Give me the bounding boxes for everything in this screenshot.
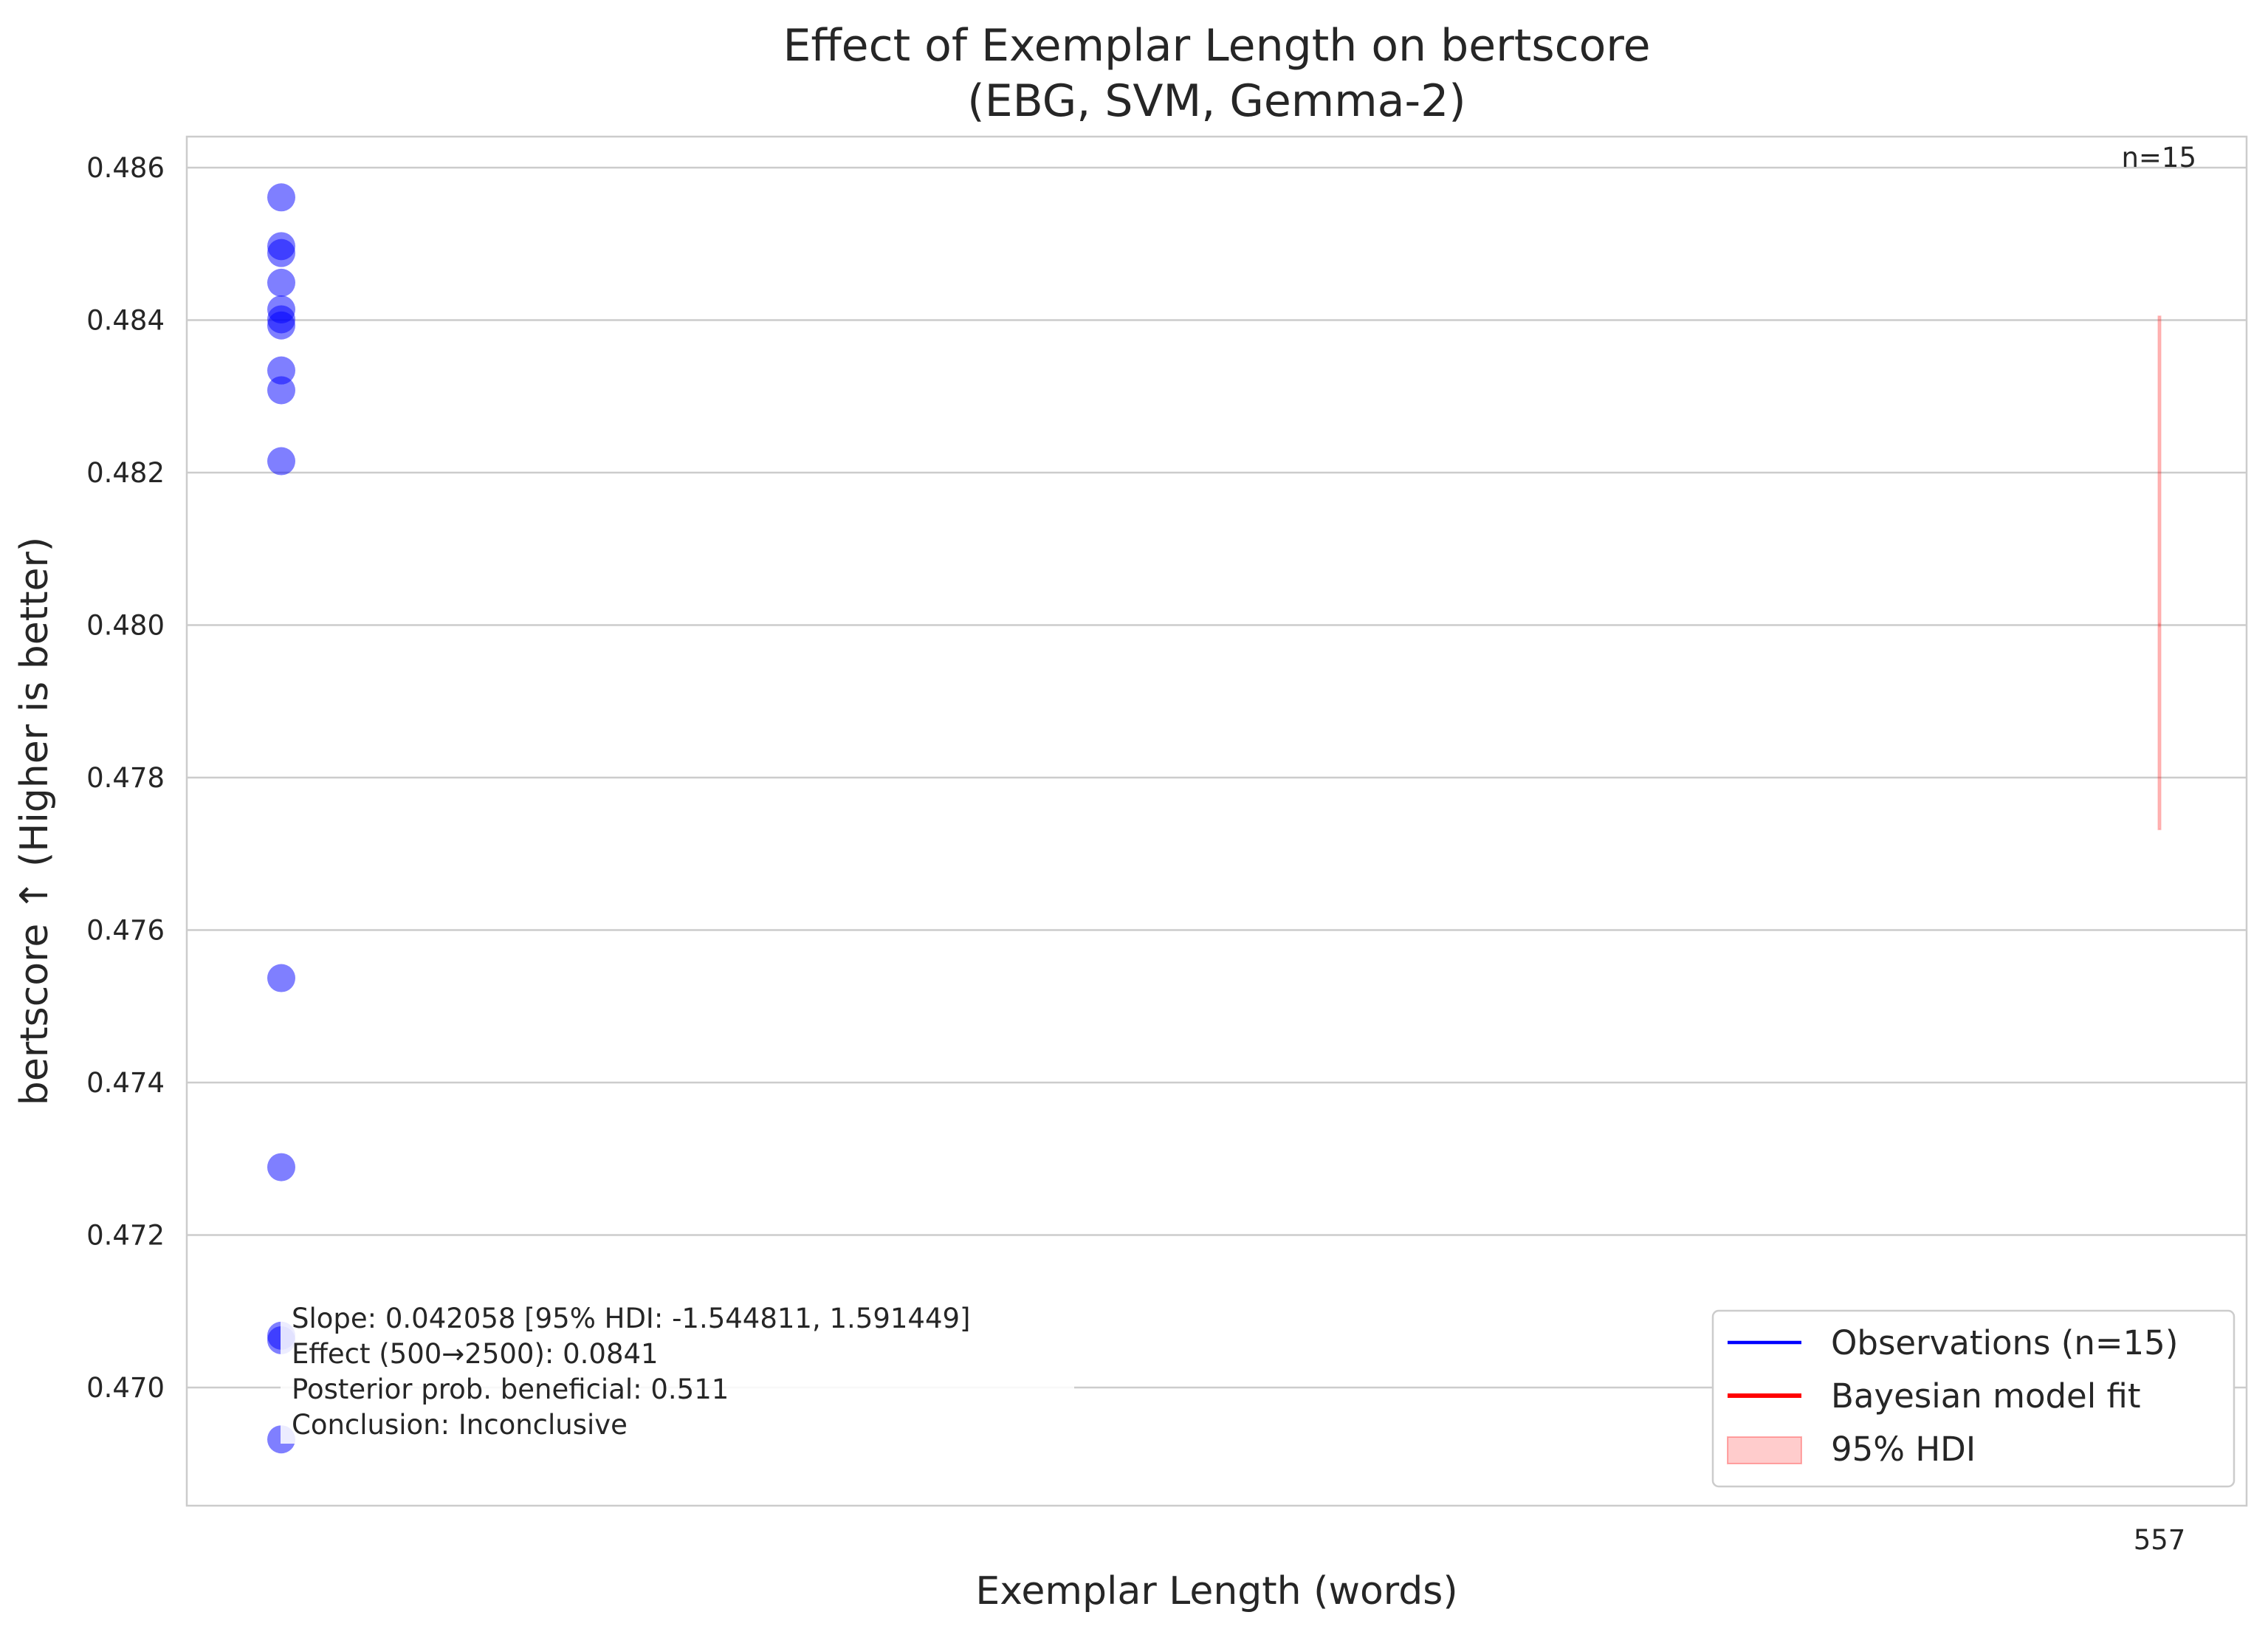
observation-point [267,376,295,404]
y-axis-ticks: 0.486 0.484 0.482 0.480 0.478 0.476 0.474 0.472… [86,152,165,1404]
observation-point [267,447,295,476]
observation-points [267,183,295,1453]
observation-point [267,269,295,297]
y-tick-label: 0.484 [86,305,165,337]
y-tick-label: 0.470 [86,1372,165,1404]
hdi-band [2159,316,2161,829]
y-tick-label: 0.476 [86,915,165,947]
observation-point [267,964,295,992]
y-tick-label: 0.486 [86,152,165,184]
legend-swatch-hdi [1728,1437,1801,1464]
stats-annotation: Slope: 0.042058 [95% HDI: -1.544811, 1.5… [281,1296,1074,1444]
observation-point [267,312,295,340]
legend-label-hdi: 95% HDI [1831,1430,1976,1469]
grid-lines [187,168,2247,1388]
y-axis-label: bertscore ↑ (Higher is better) [13,537,57,1105]
y-tick-label: 0.478 [86,762,165,794]
x-tick-label: 557 [2134,1524,2186,1556]
y-tick-label: 0.474 [86,1067,165,1099]
annotation-slope: Slope: 0.042058 [95% HDI: -1.544811, 1.5… [292,1303,970,1334]
y-tick-label: 0.472 [86,1220,165,1252]
y-tick-label: 0.482 [86,457,165,489]
chart-title: Effect of Exemplar Length on bertscore [783,20,1650,72]
observation-point [267,183,295,211]
annotation-posterior: Posterior prob. beneficial: 0.511 [292,1373,729,1405]
annotation-effect: Effect (500→2500): 0.0841 [292,1338,659,1370]
x-axis-label: Exemplar Length (words) [975,1569,1457,1613]
observation-point [267,1153,295,1182]
observation-point [267,239,295,267]
y-tick-label: 0.480 [86,610,165,642]
legend-label-model-fit: Bayesian model fit [1831,1376,2141,1416]
n-label: n=15 [2121,142,2196,174]
legend-label-observations: Observations (n=15) [1831,1323,2178,1362]
legend: Observations (n=15) Bayesian model fit 9… [1713,1311,2234,1486]
annotation-conclusion: Conclusion: Inconclusive [292,1409,628,1441]
chart-subtitle: (EBG, SVM, Gemma-2) [967,75,1465,127]
